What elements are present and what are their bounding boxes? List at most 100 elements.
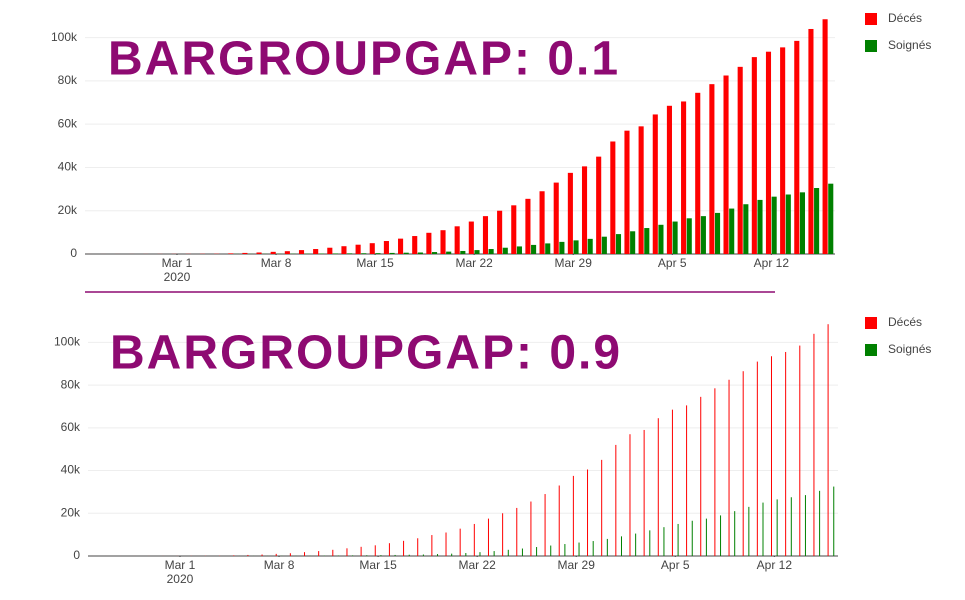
bar: [550, 545, 552, 556]
bar: [318, 551, 320, 556]
bar: [468, 221, 474, 254]
bar: [544, 494, 546, 556]
bar: [822, 19, 828, 255]
bar: [700, 396, 702, 556]
bar: [511, 205, 517, 254]
bar: [573, 240, 579, 254]
bar: [289, 553, 291, 556]
bar: [652, 114, 658, 254]
y-tick-label: 60k: [58, 116, 78, 130]
bar: [785, 351, 787, 556]
bar: [828, 183, 834, 254]
bar: [757, 199, 763, 254]
bar: [658, 224, 664, 254]
bar: [346, 548, 348, 556]
bar: [536, 547, 538, 556]
x-tick-label: Mar 15: [356, 256, 394, 270]
bar: [808, 28, 814, 255]
y-tick-label: 40k: [61, 463, 81, 477]
bar: [615, 234, 622, 254]
x-tick-label: Mar 8: [264, 558, 295, 572]
y-tick-label: 80k: [58, 73, 78, 87]
bar: [790, 497, 792, 556]
bar: [446, 251, 452, 254]
bar: [666, 105, 672, 254]
x-tick-label: Mar 22: [455, 256, 493, 270]
bar: [643, 429, 645, 556]
bar: [587, 238, 593, 254]
legend-label: Soignés: [888, 342, 931, 356]
bar: [332, 253, 339, 254]
y-tick-label: 100k: [54, 335, 81, 349]
bar: [601, 236, 607, 254]
bar: [347, 253, 353, 254]
bar: [644, 228, 650, 254]
bar: [663, 527, 665, 556]
bar: [270, 251, 276, 254]
y-tick-label: 100k: [51, 30, 78, 44]
bar: [332, 549, 334, 556]
bar: [723, 75, 729, 254]
bar: [403, 252, 409, 254]
bar: [304, 552, 306, 556]
legend-label: Décés: [888, 11, 922, 25]
bar: [592, 541, 594, 556]
bar: [482, 216, 489, 254]
bar: [431, 535, 433, 556]
x-tick-label: Mar 1: [165, 558, 196, 572]
bar: [313, 249, 319, 254]
bar: [487, 518, 489, 556]
bar: [581, 166, 588, 254]
bar: [474, 250, 480, 254]
bar: [380, 555, 382, 556]
bar: [649, 530, 651, 556]
bar: [814, 188, 820, 254]
bar: [516, 507, 518, 556]
bar: [695, 92, 701, 255]
bar: [525, 198, 531, 254]
chart-title: BARGROUPGAP: 0.1: [108, 33, 620, 86]
x-tick-label: Mar 29: [555, 256, 593, 270]
bar: [762, 502, 764, 556]
bar: [776, 499, 778, 556]
bar: [502, 513, 504, 556]
bar: [587, 469, 589, 556]
bar: [369, 243, 375, 254]
bar: [493, 551, 495, 556]
bar: [686, 218, 692, 254]
bar: [799, 345, 801, 556]
bar: [261, 554, 263, 556]
bar: [366, 555, 368, 556]
bar: [751, 57, 757, 254]
bar: [465, 553, 467, 556]
bar: [559, 241, 565, 254]
bar: [374, 545, 376, 556]
bar: [615, 444, 617, 556]
bar: [672, 221, 678, 254]
bar: [564, 544, 566, 556]
bar: [242, 252, 248, 254]
bar: [729, 208, 735, 254]
bar: [375, 253, 381, 254]
bar: [578, 542, 580, 556]
legend-swatch: [865, 13, 877, 25]
bar: [691, 520, 693, 556]
bar: [233, 555, 235, 556]
bar: [417, 252, 423, 254]
bar: [388, 543, 390, 556]
bar: [422, 554, 424, 556]
bar: [516, 246, 522, 254]
bar: [398, 238, 404, 254]
x-tick-label: Mar 15: [359, 558, 397, 572]
bar: [700, 216, 706, 254]
bar: [256, 252, 262, 254]
bar: [794, 40, 800, 254]
bar: [601, 459, 603, 556]
bar: [337, 555, 339, 556]
x-tick-label: Mar 22: [458, 558, 496, 572]
bar: [833, 486, 835, 556]
bar: [531, 244, 537, 254]
bar: [714, 388, 716, 556]
bar: [635, 533, 637, 556]
